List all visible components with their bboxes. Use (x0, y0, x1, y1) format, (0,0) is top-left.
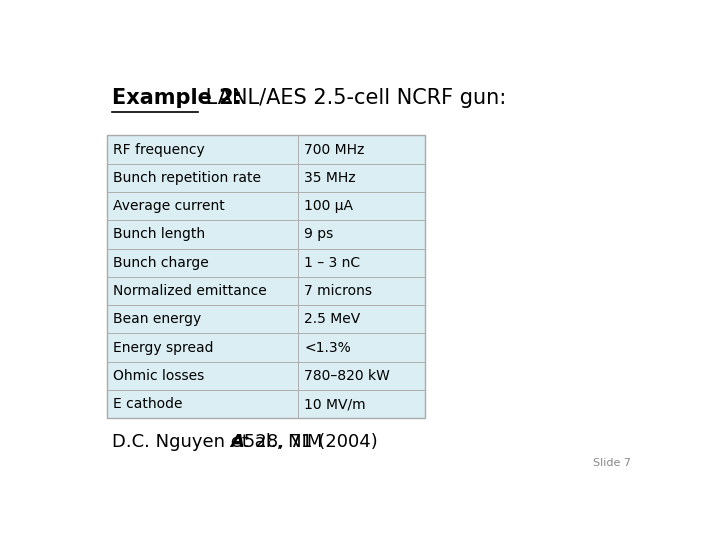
FancyBboxPatch shape (297, 164, 425, 192)
Text: Energy spread: Energy spread (114, 341, 214, 355)
Text: Normalized emittance: Normalized emittance (114, 284, 267, 298)
FancyBboxPatch shape (297, 136, 425, 164)
Text: 2.5 MeV: 2.5 MeV (305, 312, 361, 326)
FancyBboxPatch shape (297, 305, 425, 333)
FancyBboxPatch shape (107, 362, 297, 390)
Text: Bunch charge: Bunch charge (114, 256, 210, 269)
FancyBboxPatch shape (107, 277, 297, 305)
FancyBboxPatch shape (107, 136, 297, 164)
Text: 9 ps: 9 ps (305, 227, 333, 241)
FancyBboxPatch shape (107, 333, 297, 362)
FancyBboxPatch shape (297, 248, 425, 277)
Text: 780–820 kW: 780–820 kW (305, 369, 390, 383)
Text: <1.3%: <1.3% (305, 341, 351, 355)
FancyBboxPatch shape (297, 277, 425, 305)
Text: D.C. Nguyen et al., NIM: D.C. Nguyen et al., NIM (112, 434, 328, 451)
Text: LANL/AES 2.5-cell NCRF gun:: LANL/AES 2.5-cell NCRF gun: (199, 87, 506, 107)
Text: Slide 7: Slide 7 (593, 458, 631, 468)
Text: RF frequency: RF frequency (114, 143, 205, 157)
FancyBboxPatch shape (107, 220, 297, 248)
Text: A: A (230, 434, 244, 451)
FancyBboxPatch shape (107, 305, 297, 333)
Text: 700 MHz: 700 MHz (305, 143, 364, 157)
Text: Average current: Average current (114, 199, 225, 213)
FancyBboxPatch shape (107, 164, 297, 192)
FancyBboxPatch shape (297, 362, 425, 390)
FancyBboxPatch shape (297, 390, 425, 418)
Text: Bunch length: Bunch length (114, 227, 206, 241)
Text: 1 – 3 nC: 1 – 3 nC (305, 256, 361, 269)
FancyBboxPatch shape (107, 390, 297, 418)
FancyBboxPatch shape (297, 220, 425, 248)
Text: Bean energy: Bean energy (114, 312, 202, 326)
Text: 528, 71 (2004): 528, 71 (2004) (238, 434, 377, 451)
Text: 35 MHz: 35 MHz (305, 171, 356, 185)
FancyBboxPatch shape (297, 333, 425, 362)
Text: Bunch repetition rate: Bunch repetition rate (114, 171, 261, 185)
Text: Example 2:: Example 2: (112, 87, 243, 107)
Text: 7 microns: 7 microns (305, 284, 372, 298)
FancyBboxPatch shape (297, 192, 425, 220)
Text: E cathode: E cathode (114, 397, 183, 411)
Text: 10 MV/m: 10 MV/m (305, 397, 366, 411)
Text: Ohmic losses: Ohmic losses (114, 369, 204, 383)
FancyBboxPatch shape (107, 248, 297, 277)
Text: 100 μA: 100 μA (305, 199, 354, 213)
FancyBboxPatch shape (107, 192, 297, 220)
